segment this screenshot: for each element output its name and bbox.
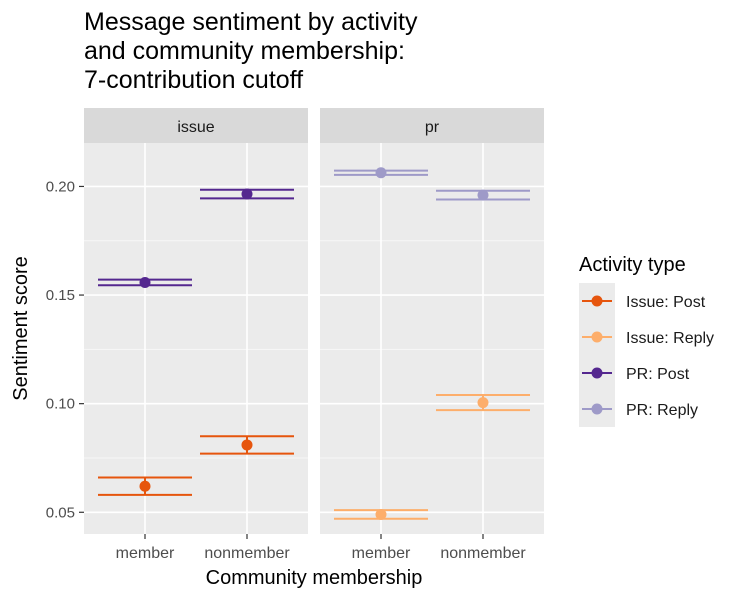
panel-background-pr xyxy=(320,143,544,534)
legend-key-point xyxy=(591,295,603,307)
x-tick-label: nonmember xyxy=(440,545,526,562)
y-tick-label: 0.05 xyxy=(46,504,75,521)
data-point xyxy=(375,167,387,179)
legend-label: Issue: Reply xyxy=(626,330,714,347)
data-point xyxy=(241,188,253,200)
series-pr-post xyxy=(98,188,294,288)
legend-title: Activity type xyxy=(579,254,686,276)
legend-key-point xyxy=(591,331,603,343)
legend: Activity type Issue: Post Issue: Reply PR: … xyxy=(579,254,714,427)
y-tick-label: 0.10 xyxy=(46,396,75,413)
facet-panels: issue pr xyxy=(84,108,544,534)
legend-item: PR: Post xyxy=(579,355,690,391)
x-tick-label: member xyxy=(352,545,411,562)
facet-strip-label-issue: issue xyxy=(177,119,214,136)
legend-label: PR: Reply xyxy=(626,402,698,419)
series-issue-post xyxy=(98,435,294,496)
y-tick-label: 0.20 xyxy=(46,178,75,195)
panel-background-issue xyxy=(84,143,308,534)
legend-key-point xyxy=(591,367,603,379)
x-tick-label: member xyxy=(116,545,175,562)
chart-title-line-3: 7-contribution cutoff xyxy=(84,66,304,94)
y-axis: 0.05 0.10 0.15 0.20 Sentiment score xyxy=(10,178,84,521)
x-axis: member nonmember member nonmember Community … xyxy=(116,534,526,589)
data-point xyxy=(139,276,151,288)
facet-panel-pr: pr xyxy=(320,108,544,534)
facet-panel-issue: issue xyxy=(84,108,308,534)
legend-label: Issue: Post xyxy=(626,294,706,311)
legend-item: PR: Reply xyxy=(579,391,698,427)
x-axis-title: Community membership xyxy=(206,567,423,589)
legend-key-point xyxy=(591,403,603,415)
legend-label: PR: Post xyxy=(626,366,690,383)
data-point xyxy=(241,439,253,451)
series-issue-reply xyxy=(334,393,530,520)
facet-strip-label-pr: pr xyxy=(425,119,440,136)
data-point xyxy=(477,397,489,409)
facet-strip-pr xyxy=(320,108,544,143)
legend-item: Issue: Reply xyxy=(579,319,714,355)
data-point xyxy=(375,508,387,520)
x-tick-label: nonmember xyxy=(204,545,290,562)
chart-title-line-2: and community membership: xyxy=(84,37,405,65)
data-point xyxy=(477,189,489,201)
y-axis-title: Sentiment score xyxy=(10,256,32,401)
chart-title: Message sentiment by activity and commun… xyxy=(84,8,417,95)
legend-item: Issue: Post xyxy=(579,283,706,319)
y-tick-label: 0.15 xyxy=(46,287,75,304)
facet-strip-issue xyxy=(84,108,308,143)
series-pr-reply xyxy=(334,167,530,201)
data-point xyxy=(139,480,151,492)
chart-title-line-1: Message sentiment by activity xyxy=(84,8,418,36)
